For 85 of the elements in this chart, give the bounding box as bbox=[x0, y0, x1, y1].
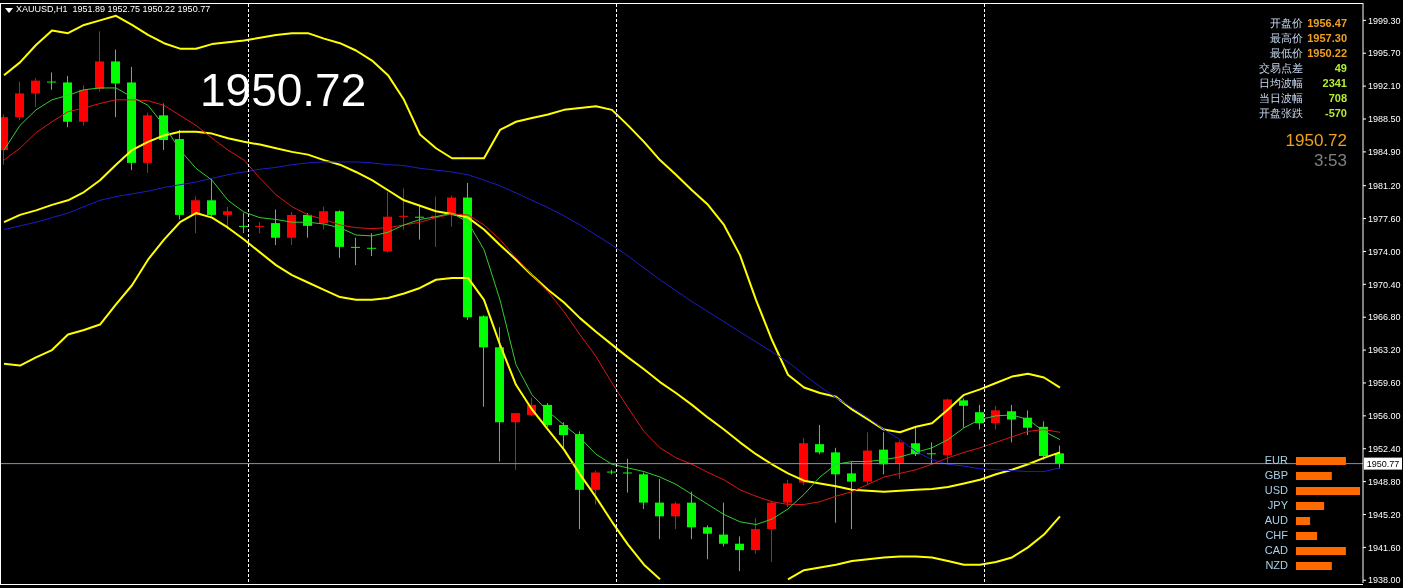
line-series bbox=[3, 14, 1061, 434]
text: 1950.22 bbox=[1307, 46, 1347, 61]
y-tick-label: 1995.70 bbox=[1368, 48, 1401, 59]
candlestick bbox=[590, 470, 600, 505]
bar bbox=[1296, 487, 1360, 495]
candlestick bbox=[718, 502, 728, 547]
y-tick-label: 1948.80 bbox=[1368, 476, 1401, 487]
bar bbox=[1296, 457, 1346, 465]
y-tick-label: CAD bbox=[1264, 544, 1289, 557]
text: 当日波幅 bbox=[1259, 91, 1304, 106]
candlestick bbox=[398, 187, 408, 231]
y-tick-label: 1952.40 bbox=[1368, 443, 1401, 454]
candlestick bbox=[894, 440, 904, 480]
candlestick bbox=[414, 204, 424, 241]
text: 49 bbox=[1333, 61, 1347, 76]
y-tick-label: 1945.20 bbox=[1368, 509, 1401, 520]
text: 交易点差 bbox=[1259, 61, 1304, 76]
bar bbox=[1296, 502, 1325, 510]
text: 日均波幅 bbox=[1259, 76, 1304, 91]
candlestick bbox=[830, 447, 840, 524]
text: 1956.47 bbox=[1307, 16, 1347, 31]
candlestick bbox=[254, 221, 264, 234]
bar bbox=[1296, 562, 1332, 570]
candlestick bbox=[286, 211, 296, 246]
ref-line-label: 1950.77 bbox=[1366, 459, 1400, 470]
text: 1950.72 bbox=[1285, 131, 1347, 151]
text: 开盘张跌 bbox=[1259, 106, 1304, 121]
y-tick-label: 1941.60 bbox=[1368, 542, 1401, 553]
candlestick bbox=[654, 478, 664, 540]
candlestick bbox=[510, 412, 520, 471]
bar bbox=[1296, 472, 1332, 480]
candlestick bbox=[958, 398, 968, 429]
y-tick-label: 1956.00 bbox=[1368, 411, 1401, 422]
candlestick bbox=[238, 212, 248, 234]
y-tick-label: 1963.20 bbox=[1368, 345, 1401, 356]
y-tick-label: 1988.50 bbox=[1368, 114, 1401, 125]
y-tick-label: NZD bbox=[1265, 559, 1289, 572]
text: -570 bbox=[1323, 106, 1347, 121]
y-tick-label: GBP bbox=[1264, 469, 1288, 482]
candlestick bbox=[47, 71, 56, 91]
candlestick bbox=[558, 421, 568, 449]
candlestick bbox=[846, 461, 856, 530]
y-tick-label: AUD bbox=[1264, 514, 1289, 527]
y-tick-label: 1974.00 bbox=[1368, 246, 1401, 257]
text: 开盘价 bbox=[1269, 16, 1304, 31]
annotation: 1950.72 bbox=[200, 63, 367, 118]
text: 708 bbox=[1327, 91, 1347, 106]
candlestick bbox=[926, 441, 936, 465]
candlestick bbox=[622, 458, 632, 494]
y-tick-label: 1966.80 bbox=[1368, 312, 1401, 323]
candlestick bbox=[702, 524, 712, 560]
candlestick bbox=[990, 405, 1000, 431]
y-tick-label: 1992.10 bbox=[1368, 81, 1401, 92]
y-tick-label: 1981.20 bbox=[1368, 180, 1401, 191]
y-tick-label: CHF bbox=[1265, 529, 1289, 542]
candlestick bbox=[670, 501, 680, 530]
text: 1957.30 bbox=[1307, 31, 1347, 46]
chart-title: XAUUSD,H1 1951.89 1952.75 1950.22 1950.77 bbox=[16, 4, 211, 14]
text: 2341 bbox=[1321, 76, 1347, 91]
candlestick bbox=[734, 535, 744, 572]
text: 最高价 bbox=[1269, 31, 1304, 46]
bar bbox=[1296, 547, 1346, 555]
text: 最低价 bbox=[1269, 46, 1304, 61]
candlestick bbox=[270, 208, 280, 246]
y-tick-label: 1959.60 bbox=[1368, 378, 1401, 389]
candlestick bbox=[318, 206, 328, 231]
bar bbox=[1296, 532, 1318, 540]
y-tick-label: 1984.90 bbox=[1368, 147, 1401, 158]
candlestick bbox=[350, 237, 360, 266]
y-tick-label: 1999.30 bbox=[1368, 15, 1401, 26]
candlestick bbox=[15, 81, 24, 121]
text: 3:53 bbox=[1313, 151, 1347, 171]
y-tick-label: USD bbox=[1264, 484, 1289, 497]
candlestick bbox=[814, 424, 824, 455]
candlestick bbox=[111, 49, 120, 118]
y-tick-label: 1970.40 bbox=[1368, 279, 1401, 290]
candlestick bbox=[366, 232, 376, 257]
candlestick bbox=[782, 479, 792, 508]
candlestick bbox=[31, 77, 40, 108]
y-tick-label: JPY bbox=[1267, 499, 1289, 512]
candlestick bbox=[222, 206, 232, 231]
bar bbox=[1296, 517, 1311, 525]
y-tick-label: 1977.60 bbox=[1368, 213, 1401, 224]
y-tick-label: 1938.00 bbox=[1368, 575, 1401, 586]
candlestick bbox=[750, 517, 760, 555]
